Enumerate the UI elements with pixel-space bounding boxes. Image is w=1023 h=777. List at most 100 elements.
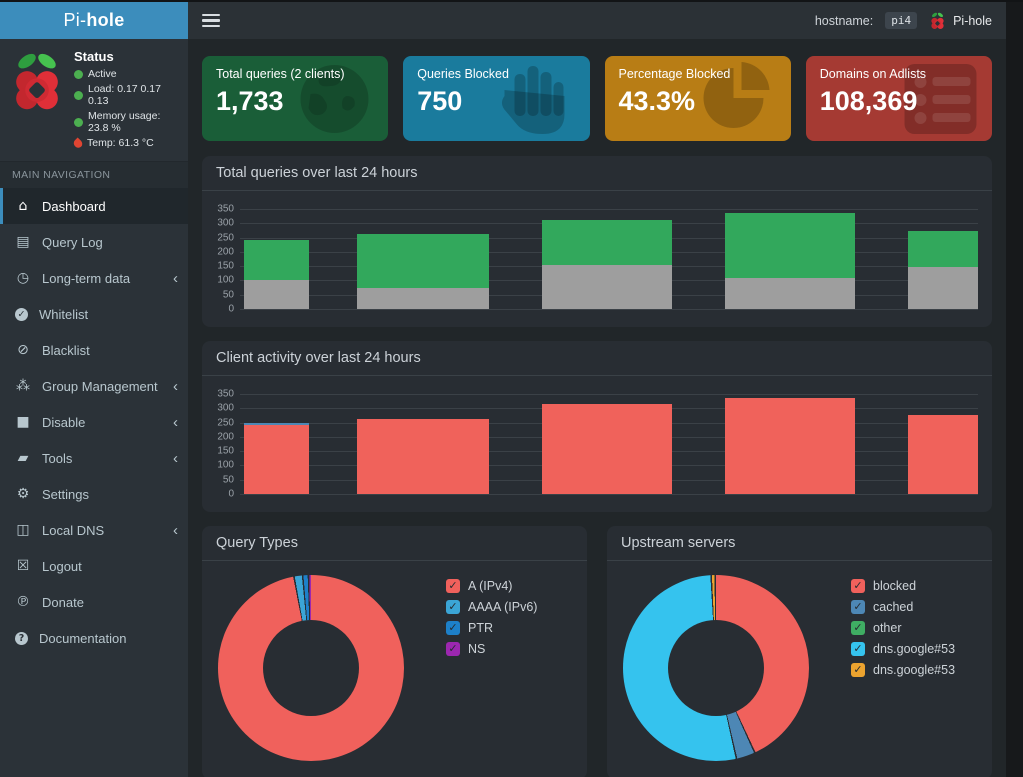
flame-icon: [71, 136, 85, 150]
bar-4[interactable]: [724, 213, 855, 309]
y-axis-tick-label: 150: [217, 445, 234, 457]
y-axis-tick-label: 0: [228, 303, 234, 315]
legend-item-ns[interactable]: ✓ NS: [446, 642, 537, 656]
panel-title: Upstream servers: [607, 526, 992, 561]
stat-card-label: Queries Blocked: [417, 67, 509, 81]
bar-segment-blocked: [724, 277, 855, 309]
green-dot-icon: [74, 90, 83, 100]
sidebar-item-label: Dashboard: [42, 198, 106, 214]
legend-checkbox-icon: ✓: [851, 600, 865, 614]
legend-label: dns.google#53: [873, 642, 956, 656]
bar-4[interactable]: [724, 397, 855, 494]
folder-icon: ▰: [17, 450, 29, 466]
sidebar: Pi-hole Status Active Load: 0.17 0.17 0.1…: [0, 2, 188, 777]
upstream-servers-legend: ✓ blocked ✓ cached ✓ other ✓ dns.google#53 ✓ dns.…: [851, 579, 955, 761]
dashboard-content: Total queries (2 clients) 1,733 Queries Bl…: [188, 39, 1006, 777]
legend-item-a-ipv4[interactable]: ✓ A (IPv4): [446, 579, 537, 593]
legend-item-other[interactable]: ✓ other: [851, 621, 955, 635]
paypal-icon: ℗: [16, 594, 30, 610]
stat-card-label: Total queries (2 clients): [216, 67, 345, 81]
sidebar-item-disable[interactable]: ■ Disable ‹: [0, 404, 188, 440]
legend-checkbox-icon: ✓: [851, 579, 865, 593]
legend-item-cached[interactable]: ✓ cached: [851, 600, 955, 614]
green-dot-icon: [74, 69, 83, 79]
sidebar-item-label: Documentation: [39, 630, 127, 646]
status-title: Status: [74, 49, 114, 64]
stat-card-domains-on-adlists: Domains on Adlists 108,369: [805, 56, 992, 141]
gridline: [240, 209, 978, 210]
hand-icon: [501, 66, 564, 134]
chevron-left-icon: ‹: [173, 377, 178, 395]
clock-icon: ◷: [16, 270, 30, 286]
y-axis-tick-label: 250: [217, 232, 234, 244]
bar-3[interactable]: [541, 404, 672, 494]
pihole-brand-link[interactable]: Pi-hole: [929, 11, 992, 31]
legend-item-dns-google-53[interactable]: ✓ dns.google#53: [851, 663, 955, 677]
sidebar-item-label: Tools: [42, 450, 73, 466]
legend-item-dns-google-53[interactable]: ✓ dns.google#53: [851, 642, 955, 656]
y-axis-tick-label: 200: [217, 246, 234, 258]
sidebar-item-label: Group Management: [42, 378, 158, 394]
globe-icon: [300, 65, 369, 133]
bar-1[interactable]: [243, 423, 310, 494]
sidebar-item-documentation[interactable]: ? Documentation: [0, 620, 188, 656]
sidebar-item-dashboard[interactable]: ⌂ Dashboard: [0, 188, 188, 224]
sidebar-toggle-icon[interactable]: [202, 13, 220, 28]
legend-checkbox-icon: ✓: [851, 642, 865, 656]
legend-checkbox-icon: ✓: [446, 621, 460, 635]
sidebar-item-long-term-data[interactable]: ◷ Long-term data ‹: [0, 260, 188, 296]
sidebar-item-group-management[interactable]: ⁂ Group Management ‹: [0, 368, 188, 404]
sidebar-item-donate[interactable]: ℗ Donate: [0, 584, 188, 620]
legend-label: cached: [873, 600, 914, 614]
stat-card-total-queries-2-clients: Total queries (2 clients) 1,733: [202, 56, 389, 141]
bar-segment-client-1: [243, 424, 310, 494]
stat-card-label: Percentage Blocked: [618, 67, 731, 81]
bar-segment-permitted: [724, 213, 855, 278]
status-item-load: Load: 0.17 0.17 0.13: [74, 83, 180, 107]
legend-label: dns.google#53: [873, 663, 956, 677]
brand-text: Pi-hole: [953, 13, 992, 28]
address-book-icon: ◫: [16, 522, 30, 538]
legend-item-blocked[interactable]: ✓ blocked: [851, 579, 955, 593]
sidebar-item-tools[interactable]: ▰ Tools ‹: [0, 440, 188, 476]
panel-total-queries: Total queries over last 24 hours 350 300 2…: [202, 156, 992, 327]
sidebar-item-settings[interactable]: ⚙ Settings: [0, 476, 188, 512]
panel-title: Client activity over last 24 hours: [202, 341, 992, 376]
bar-2[interactable]: [357, 419, 490, 494]
sidebar-item-label: Settings: [42, 486, 89, 502]
sidebar-item-whitelist[interactable]: ✓ Whitelist: [0, 296, 188, 332]
pihole-logo-link[interactable]: Pi-hole: [0, 2, 188, 39]
ban-icon: ⊘: [17, 342, 29, 358]
raspberry-logo-icon: [16, 53, 58, 110]
bar-segment-permitted: [243, 240, 310, 281]
stat-card-value: 1,733: [216, 86, 284, 116]
legend-checkbox-icon: ✓: [446, 600, 460, 614]
y-axis-tick-label: 200: [217, 431, 234, 443]
bar-2[interactable]: [357, 234, 490, 309]
sidebar-item-query-log[interactable]: ▤ Query Log: [0, 224, 188, 260]
legend-item-ptr[interactable]: ✓ PTR: [446, 621, 537, 635]
legend-checkbox-icon: ✓: [851, 663, 865, 677]
legend-label: A (IPv4): [468, 579, 513, 593]
legend-item-aaaa-ipv6[interactable]: ✓ AAAA (IPv6): [446, 600, 537, 614]
sidebar-item-logout[interactable]: ☒ Logout: [0, 548, 188, 584]
bar-5[interactable]: [907, 230, 978, 309]
legend-checkbox-icon: ✓: [446, 579, 460, 593]
upstream-servers-donut-chart[interactable]: [623, 575, 809, 761]
bar-segment-blocked: [357, 288, 490, 309]
check-circle-icon: ✓: [15, 307, 28, 321]
sidebar-item-blacklist[interactable]: ⊘ Blacklist: [0, 332, 188, 368]
bar-segment-client-1: [907, 414, 978, 494]
y-axis-tick-label: 300: [217, 217, 234, 229]
main-column: hostname: pi4 Pi-hole: [188, 2, 1006, 777]
bar-3[interactable]: [541, 220, 672, 309]
y-axis-tick-label: 50: [222, 289, 234, 301]
bar-segment-blocked: [907, 267, 978, 309]
bar-1[interactable]: [243, 240, 310, 309]
sidebar-item-label: Blacklist: [42, 342, 90, 358]
sidebar-item-local-dns[interactable]: ◫ Local DNS ‹: [0, 512, 188, 548]
bar-5[interactable]: [907, 414, 978, 494]
chevron-left-icon: ‹: [173, 269, 178, 287]
total-queries-bar-chart: 350 300 250 200 150 100 50 0: [217, 204, 978, 315]
query-types-donut-chart[interactable]: [218, 575, 404, 761]
